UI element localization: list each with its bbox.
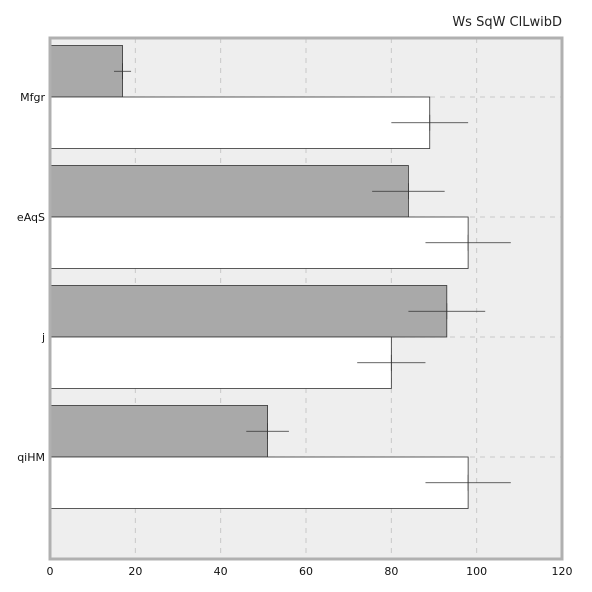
bar bbox=[49, 165, 409, 218]
x-tick-label: 100 bbox=[466, 565, 487, 578]
x-tick-label: 80 bbox=[384, 565, 398, 578]
error-bars-group bbox=[114, 63, 511, 491]
bar bbox=[49, 456, 469, 509]
y-category-label: j bbox=[41, 331, 45, 344]
x-axis-ticks: 0 20 40 60 80 100 120 bbox=[47, 565, 573, 578]
chart-title: Ws SqW ClLwibD bbox=[452, 15, 562, 30]
y-category-label: eAqS bbox=[17, 211, 45, 224]
bar bbox=[49, 96, 431, 149]
x-tick-label: 60 bbox=[299, 565, 313, 578]
x-tick-label: 0 bbox=[47, 565, 54, 578]
x-tick-label: 40 bbox=[214, 565, 228, 578]
x-tick-label: 20 bbox=[128, 565, 142, 578]
bar bbox=[49, 285, 448, 338]
x-tick-label: 120 bbox=[552, 565, 573, 578]
bar bbox=[49, 45, 123, 98]
bar bbox=[49, 405, 269, 458]
bar bbox=[49, 216, 469, 269]
bar bbox=[49, 336, 392, 389]
plot-frame bbox=[48, 36, 564, 561]
y-axis-labels: Mfgr eAqS j qiHM bbox=[17, 91, 46, 464]
y-category-label: qiHM bbox=[17, 451, 45, 464]
bars-group bbox=[49, 45, 469, 509]
y-category-label: Mfgr bbox=[20, 91, 45, 104]
